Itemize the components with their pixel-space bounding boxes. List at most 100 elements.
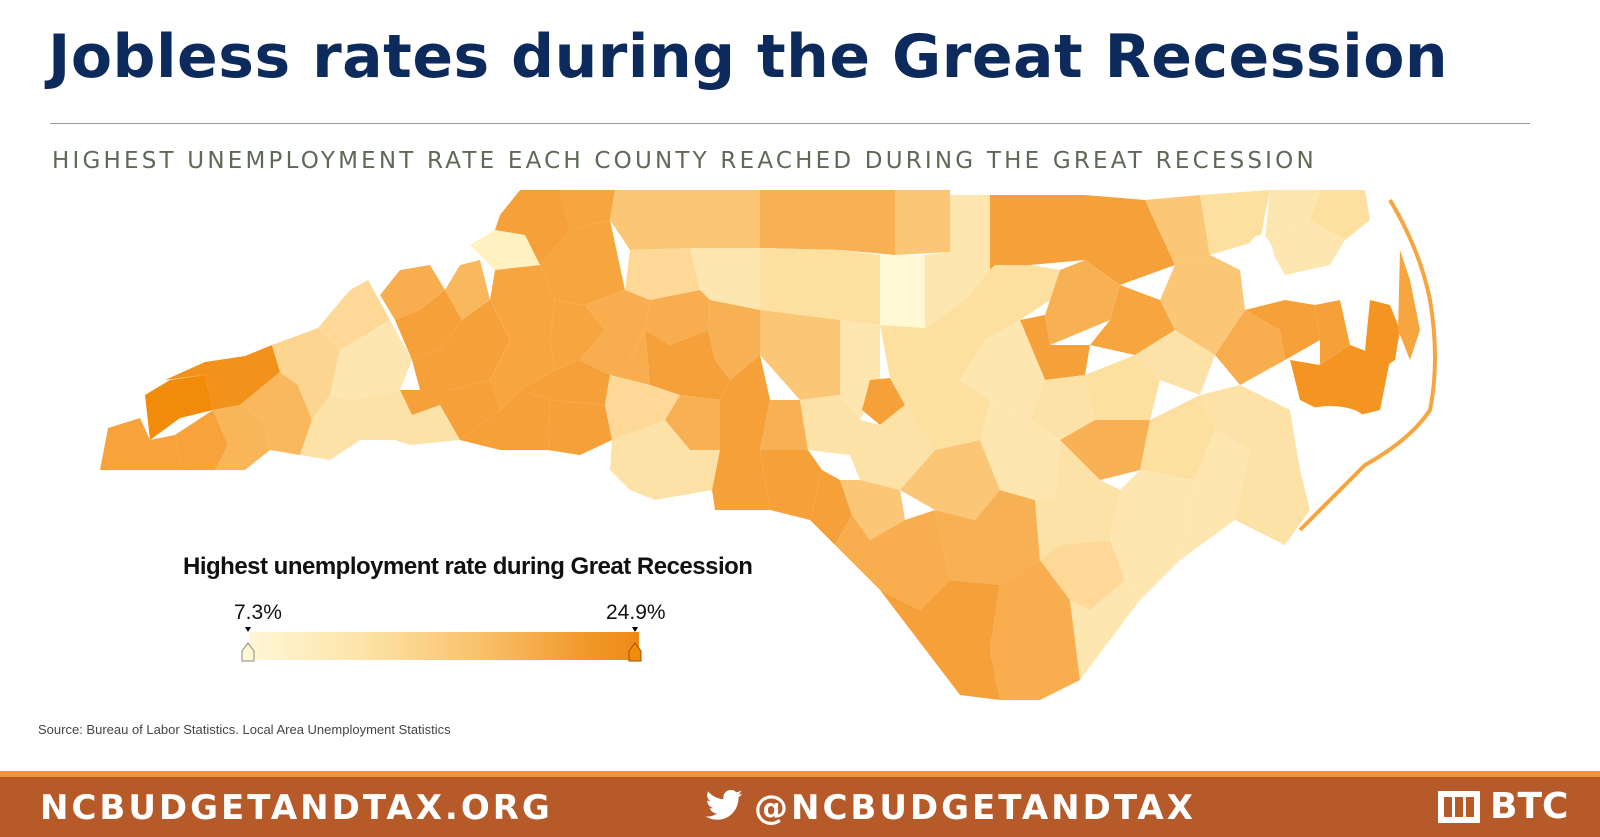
title-divider (50, 123, 1530, 124)
legend-title: Highest unemployment rate during Great R… (183, 553, 753, 580)
county (645, 330, 730, 400)
btc-logo-icon (1438, 791, 1480, 823)
county (548, 400, 612, 455)
county (400, 380, 500, 440)
county (1160, 255, 1245, 355)
county (862, 378, 905, 425)
county (165, 345, 280, 410)
county (490, 340, 555, 410)
county (645, 290, 710, 345)
county (665, 395, 720, 450)
county (520, 360, 610, 405)
county (905, 380, 990, 450)
county (175, 410, 228, 470)
county (470, 230, 540, 270)
legend-min-handle (241, 627, 255, 662)
outer-banks-coastline (1298, 198, 1437, 532)
county (540, 220, 625, 305)
county (145, 375, 213, 440)
county (760, 450, 822, 520)
county (1135, 330, 1215, 395)
county (840, 250, 880, 325)
county (1140, 395, 1215, 480)
legend-max-label: 24.9% (606, 601, 666, 624)
county (300, 395, 360, 460)
footer-logo-text: BTC (1490, 786, 1569, 827)
county (1200, 190, 1270, 255)
county (610, 330, 650, 385)
county (460, 390, 550, 450)
county (990, 195, 1030, 270)
county (240, 372, 312, 455)
county (580, 290, 650, 375)
county (690, 190, 760, 248)
county (560, 190, 615, 230)
county (605, 375, 680, 440)
county (1290, 345, 1390, 420)
county (1045, 260, 1120, 345)
county (895, 190, 950, 255)
county (1265, 190, 1320, 240)
county (760, 190, 840, 250)
county (1235, 450, 1310, 545)
county (712, 450, 770, 510)
county (610, 190, 690, 250)
county (625, 248, 700, 300)
county (708, 300, 760, 380)
county (1020, 315, 1090, 380)
county (720, 355, 770, 450)
county (1315, 300, 1350, 365)
county (495, 190, 570, 265)
county (1030, 195, 1085, 265)
footer-bar (0, 777, 1600, 837)
county (850, 405, 935, 490)
county (380, 265, 445, 320)
county (490, 265, 555, 340)
county (1245, 300, 1320, 360)
county (395, 290, 462, 360)
legend-max-handle (628, 627, 642, 662)
county-shapes (100, 190, 1420, 700)
county (880, 300, 985, 405)
county (1040, 540, 1125, 610)
county (760, 400, 808, 450)
county (445, 260, 490, 320)
county (1085, 355, 1160, 420)
twitter-bird-icon (705, 790, 743, 820)
county (1180, 430, 1250, 560)
county (1110, 470, 1195, 600)
county (990, 560, 1080, 700)
county (395, 405, 460, 445)
county (1035, 440, 1120, 560)
county (318, 280, 390, 350)
county (880, 580, 1000, 700)
footer-website-link[interactable]: NCBUDGETANDTAX.ORG (40, 788, 553, 828)
county (880, 255, 925, 328)
county (900, 440, 1000, 520)
pamlico-sound (1295, 406, 1365, 434)
county (760, 248, 840, 320)
legend-min-label: 7.3% (234, 601, 282, 624)
county (760, 310, 840, 400)
county (840, 480, 905, 540)
county (272, 328, 340, 420)
county (925, 195, 990, 328)
county (1398, 250, 1420, 360)
county (355, 390, 412, 440)
footer-accent-line (0, 771, 1600, 777)
county (610, 420, 690, 470)
county (213, 405, 270, 470)
footer-twitter-handle[interactable]: @NCBUDGETANDTAX (754, 788, 1196, 828)
county (1090, 285, 1175, 355)
county (1085, 195, 1175, 285)
county (1070, 580, 1140, 680)
county (1265, 220, 1345, 275)
map-subtitle: HIGHEST UNEMPLOYMENT RATE EACH COUNTY RE… (52, 148, 1317, 174)
county (1060, 420, 1150, 480)
county (960, 320, 1045, 420)
county (835, 510, 950, 610)
county (550, 300, 605, 370)
county (1200, 385, 1300, 470)
county (1365, 300, 1400, 370)
